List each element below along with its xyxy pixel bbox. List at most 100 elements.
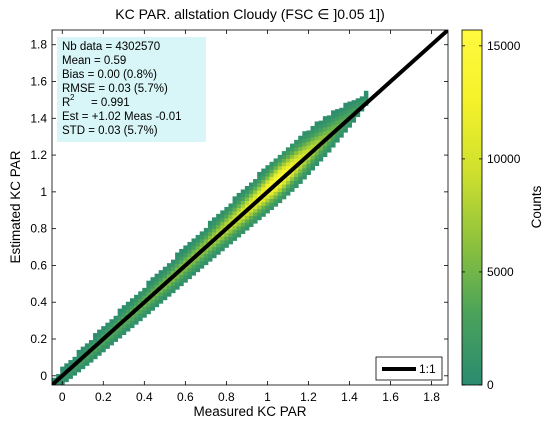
heatmap-cell xyxy=(294,154,299,159)
heatmap-cell xyxy=(224,236,229,241)
heatmap-cell xyxy=(232,233,238,238)
heatmap-cell xyxy=(129,320,135,325)
heatmap-cell xyxy=(310,136,316,142)
colorbar-gradient xyxy=(461,29,483,386)
stats-nb-data: Nb data = 4302570 xyxy=(62,41,160,53)
heatmap-cell xyxy=(175,263,180,268)
heatmap-cell xyxy=(101,348,106,353)
heatmap-cell xyxy=(129,316,135,321)
heatmap-cell xyxy=(191,253,197,258)
heatmap-cell xyxy=(281,151,287,156)
heatmap-cell xyxy=(236,211,242,216)
heatmap-cell xyxy=(298,165,303,170)
heatmap-cell xyxy=(244,222,250,227)
heatmap-cell xyxy=(228,210,233,215)
heatmap-cell xyxy=(302,145,307,151)
heatmap-cell xyxy=(60,377,65,382)
heatmap-cell xyxy=(290,158,295,163)
heatmap-cell xyxy=(150,299,155,304)
heatmap-cell xyxy=(236,203,242,209)
heatmap-cell xyxy=(351,100,357,105)
heatmap-cell xyxy=(216,217,221,222)
heatmap-cell xyxy=(191,260,197,265)
heatmap-cell xyxy=(76,349,82,354)
heatmap-cell xyxy=(277,184,283,189)
heatmap-cell xyxy=(154,299,160,304)
heatmap-cell xyxy=(240,222,246,227)
heatmap-cell xyxy=(232,222,238,227)
heatmap-cell xyxy=(52,389,57,393)
heatmap-cell xyxy=(335,138,340,143)
heatmap-cell xyxy=(166,281,172,286)
heatmap-cell xyxy=(195,257,201,262)
heatmap-cell xyxy=(162,266,168,271)
heatmap-cell xyxy=(236,233,242,238)
heatmap-cell xyxy=(318,153,324,158)
heatmap-cell xyxy=(187,249,192,254)
heatmap-cell xyxy=(228,214,233,219)
heatmap-cell xyxy=(109,322,114,327)
heatmap-cell xyxy=(363,94,369,99)
heatmap-cell xyxy=(134,298,139,303)
heatmap-cell xyxy=(253,208,258,213)
heatmap-cell xyxy=(343,102,348,107)
heatmap-cell xyxy=(232,211,238,216)
heatmap-cell xyxy=(306,141,311,146)
heatmap-cell xyxy=(158,281,164,286)
heatmap-cell xyxy=(121,312,127,317)
heatmap-cell xyxy=(269,198,274,203)
heatmap-cell xyxy=(191,242,197,247)
heatmap-cell xyxy=(285,180,291,185)
heatmap-cell xyxy=(171,270,176,275)
heatmap-cell xyxy=(347,101,352,106)
heatmap-cell xyxy=(244,185,250,191)
heatmap-cell xyxy=(335,112,340,117)
heatmap-cell xyxy=(84,343,90,348)
plot-frame xyxy=(51,29,449,386)
heatmap-cell xyxy=(183,260,188,265)
heatmap-cell xyxy=(253,179,258,184)
stats-rmse: RMSE = 0.03 (5.7%) xyxy=(62,83,168,95)
stats-r2-superscript: 2 xyxy=(70,93,75,102)
heatmap-cell xyxy=(306,130,311,135)
heatmap-cell xyxy=(191,271,197,276)
heatmap-cell xyxy=(142,313,147,318)
heatmap-cell xyxy=(212,254,217,259)
heatmap-cell xyxy=(166,266,172,271)
heatmap-cell xyxy=(248,219,254,224)
heatmap-cell xyxy=(277,173,283,178)
heatmap-cell xyxy=(302,160,307,165)
heatmap-cell xyxy=(183,256,188,261)
heatmap-cell xyxy=(351,103,357,108)
heatmap-cell xyxy=(220,247,225,252)
heatmap-cell xyxy=(326,130,332,135)
heatmap-cell xyxy=(146,299,151,304)
heatmap-cell xyxy=(281,184,287,189)
heatmap-cell xyxy=(203,257,209,262)
heatmap-cell xyxy=(80,346,86,351)
heatmap-cell xyxy=(101,326,106,331)
heatmap-cell xyxy=(240,215,246,220)
heatmap-cell xyxy=(273,191,279,196)
heatmap-cell xyxy=(290,143,295,148)
heatmap-cell xyxy=(179,263,184,268)
heatmap-cell xyxy=(228,229,233,234)
heatmap-cell xyxy=(294,180,299,185)
heatmap-cell xyxy=(290,180,295,185)
heatmap-cell xyxy=(244,193,250,198)
heatmap-cell xyxy=(290,147,295,152)
heatmap-cell xyxy=(240,189,246,194)
heatmap-cell xyxy=(326,148,332,153)
heatmap-cell xyxy=(318,139,324,144)
heatmap-cell xyxy=(166,288,172,293)
heatmap-cell xyxy=(109,333,114,339)
heatmap-cell xyxy=(216,246,221,252)
heatmap-cell xyxy=(248,193,254,198)
heatmap-cell xyxy=(154,303,160,308)
heatmap-cell xyxy=(310,144,316,149)
heatmap-cell xyxy=(228,218,233,223)
heatmap-cell xyxy=(134,294,139,299)
heatmap-cell xyxy=(134,313,139,318)
heatmap-cell xyxy=(212,228,217,233)
heatmap-cell xyxy=(343,128,348,133)
